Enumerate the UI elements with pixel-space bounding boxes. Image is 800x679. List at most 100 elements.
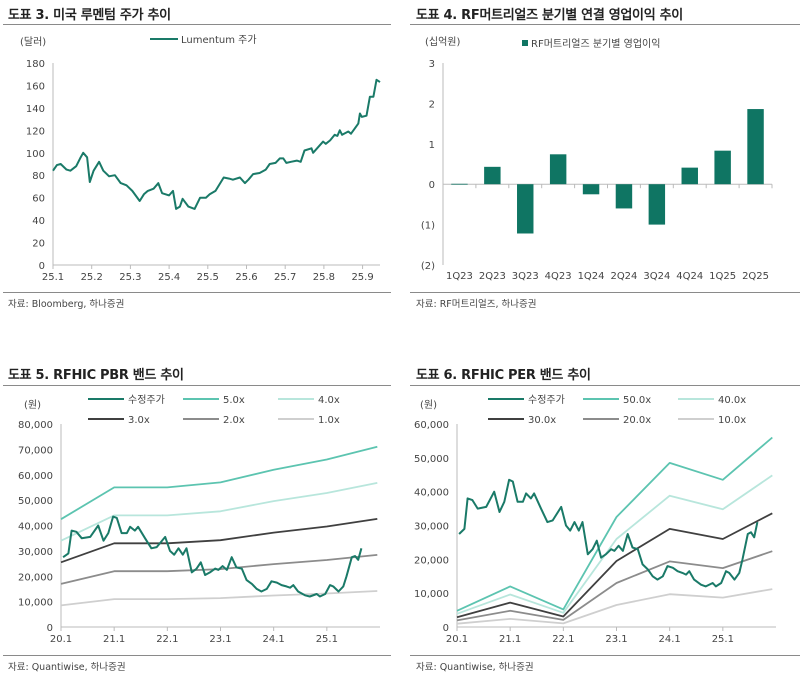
chart5-series-5.0x — [60, 445, 378, 520]
chart4-y-tick-label: (2) — [421, 261, 435, 272]
chart6-y-tick-label: 20,000 — [414, 555, 449, 566]
chart4-source: 자료: RF머트리얼즈, 하나증권 — [416, 299, 537, 310]
chart6-x-tick-label: 21.1 — [499, 634, 521, 645]
chart5-x-tick-label: 21.1 — [103, 634, 125, 645]
chart5-legend-label: 4.0x — [318, 395, 340, 406]
chart6-y-tick-label: 60,000 — [414, 420, 449, 431]
chart3-y-tick-label: 80 — [32, 171, 45, 182]
chart4-bar-3Q23 — [517, 184, 534, 234]
chart5-y-tick-label: 40,000 — [18, 522, 53, 533]
chart3-y-tick-label: 0 — [39, 261, 45, 272]
chart6-source: 자료: Quantiwise, 하나증권 — [416, 662, 534, 673]
chart5-y-tick-label: 50,000 — [18, 496, 53, 507]
chart3-y-tick-label: 40 — [32, 216, 45, 227]
chart3-y-tick-label: 100 — [26, 149, 45, 160]
chart4-y-tick-label: 0 — [429, 180, 435, 191]
chart3-x-tick-label: 25.1 — [42, 272, 64, 283]
chart6-legend-label: 수정주가 — [528, 394, 565, 406]
chart4-x-tick-label: 4Q23 — [545, 271, 572, 282]
chart3-y-tick-label: 160 — [26, 81, 45, 92]
chart3-y-tick-label: 140 — [26, 104, 45, 115]
chart5-legend-label: 1.0x — [318, 415, 340, 426]
chart5-legend-label: 3.0x — [128, 415, 150, 426]
chart5-series-1.0x — [60, 590, 378, 607]
chart4-bar-2Q24 — [615, 184, 633, 209]
chart6-series-30.0x — [456, 512, 773, 619]
chart6-title: 도표 6. RFHIC PER 밴드 추이 — [416, 368, 591, 383]
chart6-y-unit: (원) — [420, 399, 437, 411]
chart3-y-tick-label: 180 — [26, 59, 45, 70]
chart5-x-tick-label: 24.1 — [263, 634, 285, 645]
chart4-y-tick-label: (1) — [421, 221, 435, 232]
chart5-y-tick-label: 20,000 — [18, 572, 53, 583]
chart6-legend-label: 10.0x — [718, 415, 746, 426]
chart5-legend-label: 2.0x — [223, 415, 245, 426]
chart5-y-tick-label: 70,000 — [18, 445, 53, 456]
chart5-y-tick-label: 10,000 — [18, 598, 53, 609]
chart5-y-tick-label: 80,000 — [18, 420, 53, 431]
chart4-bar-1Q25 — [714, 150, 731, 185]
chart6-title-rule — [410, 385, 800, 386]
chart4-bar-3Q24 — [648, 184, 666, 225]
chart3-x-tick-label: 25.3 — [119, 272, 141, 283]
chart3-x-tick-label: 25.4 — [158, 272, 180, 283]
chart4-x-tick-label: 1Q25 — [709, 271, 736, 282]
chart4-bar-4Q23 — [549, 154, 567, 185]
chart4-bar-2Q23 — [484, 166, 501, 185]
chart3-x-tick-label: 25.6 — [235, 272, 257, 283]
chart6-x-tick-label: 20.1 — [446, 634, 468, 645]
chart5-legend-label: 수정주가 — [128, 394, 165, 406]
chart4-title-rule — [410, 24, 800, 25]
chart4-y-tick-label: 1 — [429, 140, 435, 151]
chart4-legend-swatch — [522, 40, 528, 46]
chart6-series-10.0x — [456, 588, 773, 625]
chart6-series-수정주가 — [458, 478, 759, 588]
chart6-series-40.0x — [456, 474, 773, 615]
chart4-y-unit: (십억원) — [425, 36, 461, 48]
chart6-x-tick-label: 24.1 — [659, 634, 681, 645]
chart4-x-tick-label: 3Q24 — [643, 271, 670, 282]
chart4-source-rule — [410, 292, 800, 293]
chart6-x-tick-label: 23.1 — [605, 634, 627, 645]
chart4-title: 도표 4. RF머트리얼즈 분기별 연결 영업이익 추이 — [416, 8, 683, 23]
chart6-legend-label: 40.0x — [718, 395, 746, 406]
chart3-legend-label: Lumentum 주가 — [181, 34, 257, 46]
chart5-y-tick-label: 0 — [47, 623, 53, 634]
chart5-source-rule — [3, 655, 391, 656]
chart6-source-rule — [410, 655, 800, 656]
chart4-y-tick-label: 2 — [429, 99, 435, 110]
chart4-x-tick-label: 2Q25 — [742, 271, 769, 282]
chart4-x-tick-label: 1Q23 — [446, 271, 473, 282]
chart6-y-tick-label: 50,000 — [414, 454, 449, 465]
chart5-title-rule — [3, 385, 391, 386]
chart3-x-tick-label: 25.2 — [81, 272, 103, 283]
chart3-x-tick-label: 25.9 — [351, 272, 373, 283]
chart4-y-tick-label: 3 — [429, 59, 435, 70]
chart3-y-tick-label: 60 — [32, 194, 45, 205]
chart6-legend-label: 30.0x — [528, 415, 556, 426]
chart5-x-tick-label: 25.1 — [316, 634, 338, 645]
chart5-x-tick-label: 23.1 — [209, 634, 231, 645]
chart5-series-수정주가 — [62, 515, 363, 598]
chart4-bar-2Q25 — [747, 109, 764, 185]
chart3-title-rule — [3, 24, 391, 25]
chart6-y-tick-label: 30,000 — [414, 522, 449, 533]
chart4-x-tick-label: 1Q24 — [578, 271, 605, 282]
chart3-series-Lumentum-주가 — [52, 78, 381, 210]
chart6-y-tick-label: 0 — [443, 623, 449, 634]
chart3-source-rule — [3, 292, 391, 293]
chart3-x-tick-label: 25.7 — [274, 272, 296, 283]
chart5-y-tick-label: 60,000 — [18, 471, 53, 482]
chart4-x-tick-label: 2Q24 — [610, 271, 637, 282]
chart5-source: 자료: Quantiwise, 하나증권 — [8, 662, 126, 673]
chart4-bar-4Q24 — [681, 167, 698, 185]
chart4-legend-label: RF머트리얼즈 분기별 영업이익 — [531, 37, 660, 50]
chart3-y-tick-label: 120 — [26, 126, 45, 137]
chart5-y-tick-label: 30,000 — [18, 547, 53, 558]
chart4-bar-1Q24 — [582, 184, 600, 195]
chart4-x-tick-label: 2Q23 — [479, 271, 506, 282]
chart6-legend-label: 20.0x — [623, 415, 651, 426]
chart3-y-unit: (달러) — [20, 36, 46, 48]
chart5-y-unit: (원) — [24, 399, 41, 411]
